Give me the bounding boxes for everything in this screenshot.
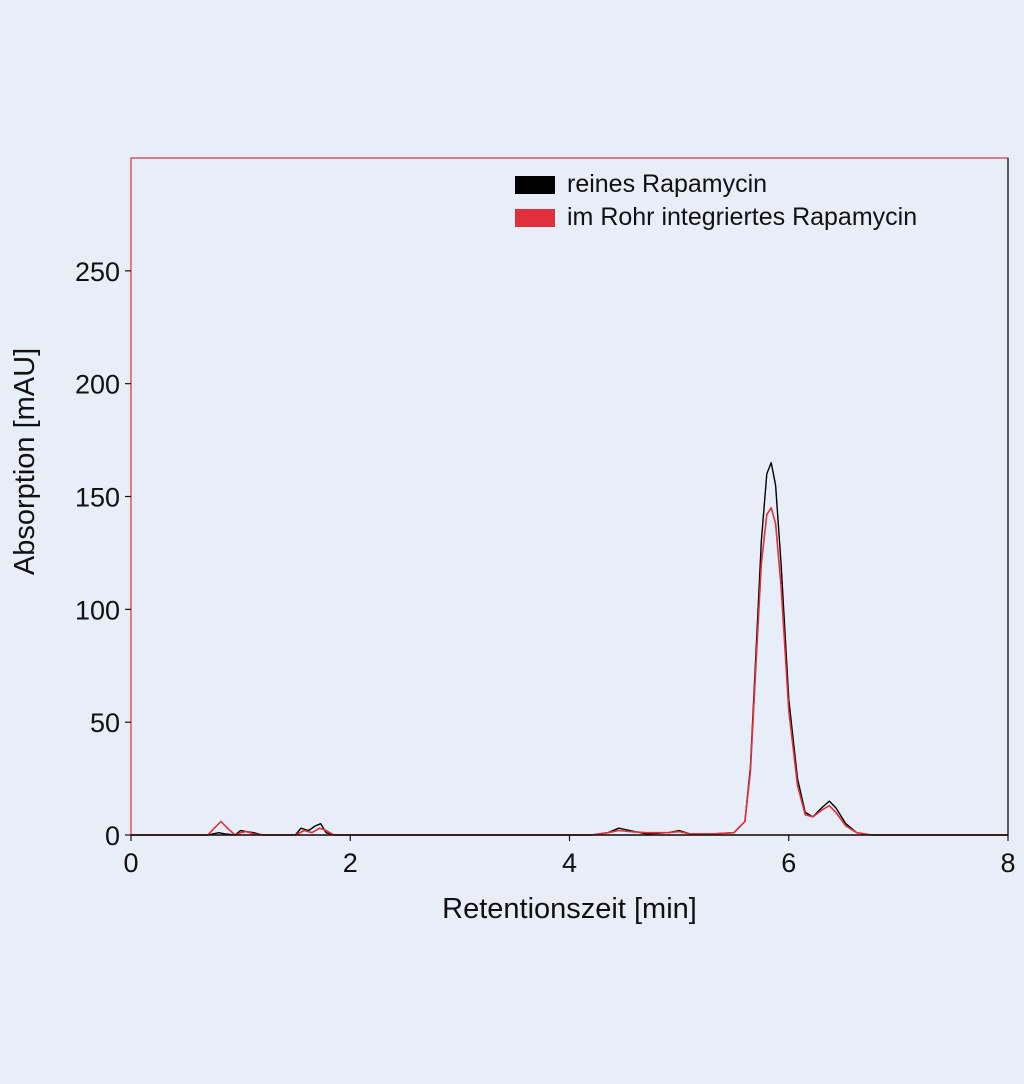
series-layer <box>131 461 1008 836</box>
y-tick-label: 50 <box>90 708 120 738</box>
y-tick-label: 250 <box>75 257 120 287</box>
x-tick-label: 8 <box>1000 848 1015 878</box>
y-axis-title: Absorption [mAU] <box>9 348 41 575</box>
legend-label: im Rohr integriertes Rapamycin <box>567 203 917 231</box>
x-tick-label: 6 <box>781 848 796 878</box>
x-tick-label: 4 <box>562 848 577 878</box>
x-axis-title: Retentionszeit [min] <box>442 893 697 925</box>
x-tick-label: 2 <box>343 848 358 878</box>
y-tick-label: 150 <box>75 483 120 513</box>
legend-swatch <box>515 176 555 194</box>
series-line-2 <box>131 506 1008 836</box>
x-axis-ticks: 0 2 4 6 8 <box>123 835 1016 878</box>
legend: reines Rapamycin im Rohr integriertes Rap… <box>515 170 917 231</box>
y-tick-label: 200 <box>75 370 120 400</box>
legend-swatch <box>515 209 555 227</box>
legend-label: reines Rapamycin <box>567 170 767 198</box>
x-tick-label: 0 <box>123 848 138 878</box>
y-tick-label: 100 <box>75 595 120 625</box>
y-axis-ticks: 0 50 100 150 200 250 <box>75 257 131 851</box>
y-tick-label: 0 <box>105 821 120 851</box>
plot-area <box>131 158 1008 835</box>
